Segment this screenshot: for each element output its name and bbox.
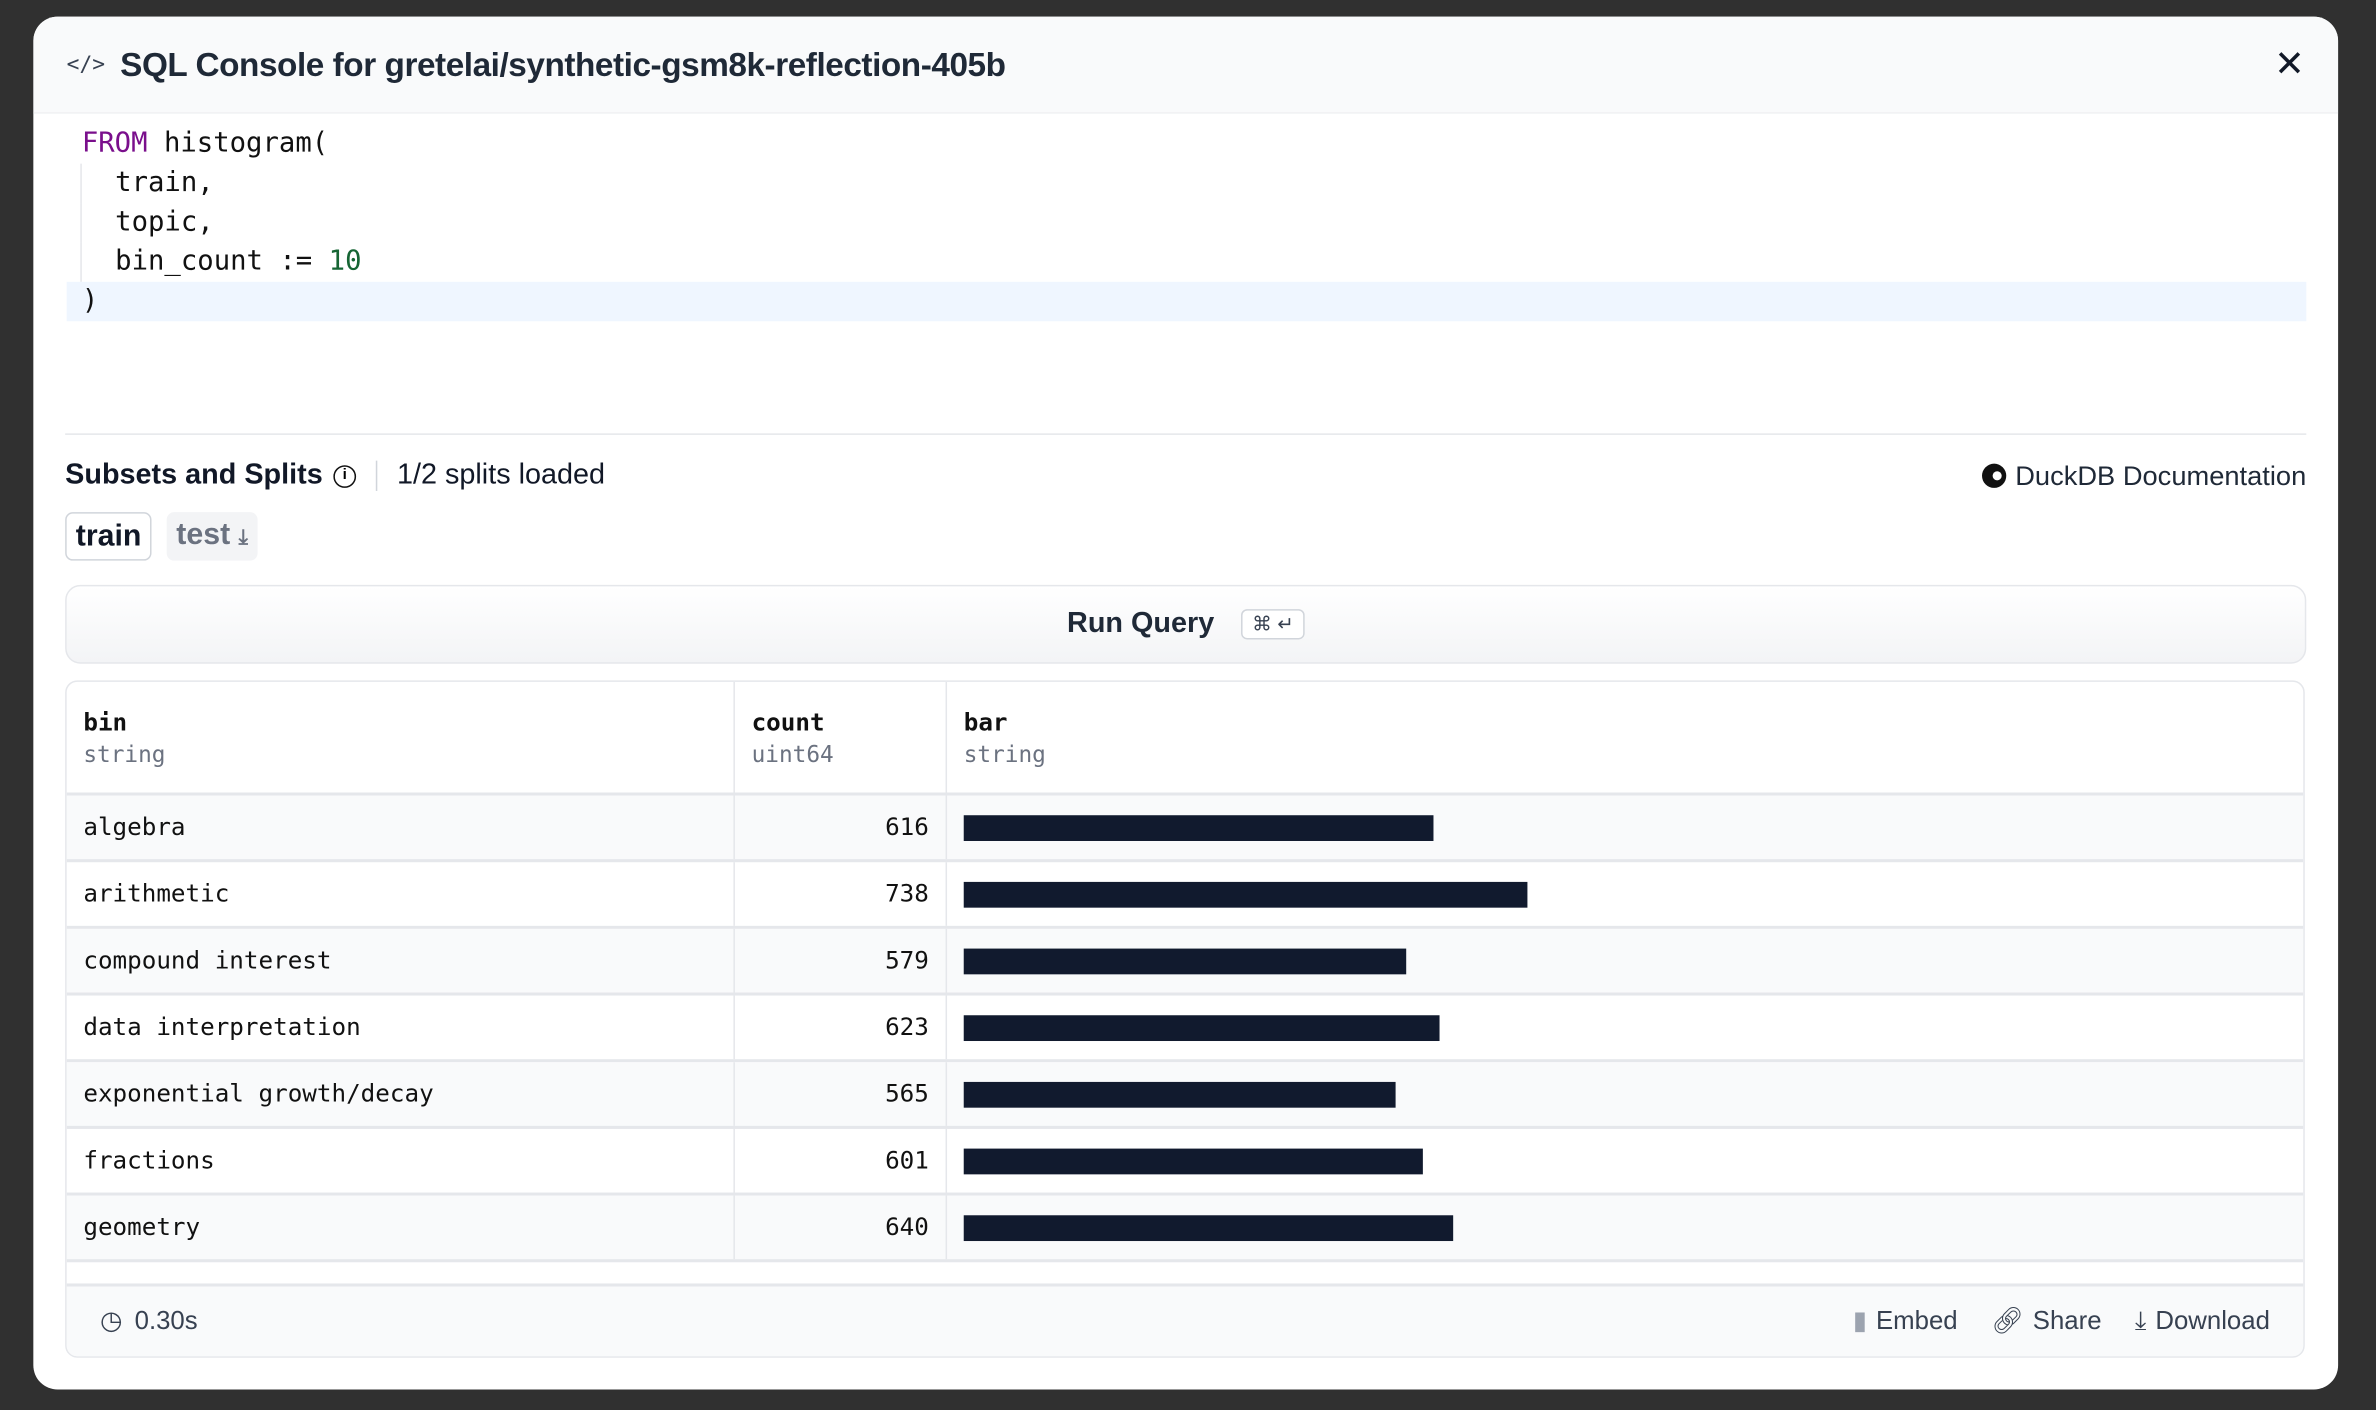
divider — [375, 460, 378, 491]
query-time: 0.30s — [134, 1306, 198, 1335]
embed-label: Embed — [1875, 1306, 1958, 1335]
code-text: bin_count := — [115, 245, 329, 278]
table-row[interactable]: fractions 601 — [66, 1128, 2304, 1196]
bar-mark — [963, 948, 1406, 975]
bar-mark — [963, 1148, 1423, 1175]
column-header-bar[interactable]: bar — [963, 707, 1008, 737]
code-number: 10 — [328, 245, 362, 278]
code-text: histogram( — [147, 127, 329, 160]
cell-count: 579 — [735, 928, 948, 993]
code-line: topic, — [80, 203, 2338, 243]
table-body[interactable]: bin string count uint64 bar string algebra 6… — [66, 681, 2304, 1284]
cell-bin: fractions — [67, 1128, 735, 1193]
share-button[interactable]: 🔗︎ Share — [1991, 1306, 2102, 1336]
table-row[interactable]: algebra 616 — [66, 795, 2304, 863]
bar-mark — [963, 881, 1528, 908]
cell-bar — [947, 1062, 2303, 1126]
split-tab-train[interactable]: train — [65, 512, 153, 561]
table-row[interactable]: data interpretation 623 — [66, 995, 2304, 1063]
cell-count: 640 — [735, 1195, 948, 1260]
keyword: FROM — [81, 127, 148, 160]
subsets-label: Subsets and Splits — [65, 459, 323, 491]
clock-icon: ◷ — [100, 1306, 123, 1335]
bar-mark — [963, 815, 1435, 841]
cell-bin: algebra — [67, 795, 735, 860]
split-tabs: train test ⤓ — [33, 512, 2338, 561]
run-query-button[interactable]: Run Query ⌘ ↵ — [65, 584, 2307, 664]
duckdb-icon — [1981, 463, 2007, 488]
code-line: FROM histogram( — [33, 124, 2338, 163]
cell-count: 738 — [735, 862, 948, 926]
cell-bar — [947, 929, 2303, 993]
split-tab-test[interactable]: test ⤓ — [167, 512, 258, 561]
cell-bar — [947, 1129, 2303, 1193]
cell-bin: arithmetic — [67, 862, 735, 926]
bar-mark — [963, 1081, 1396, 1108]
table-header: bin string count uint64 bar string — [66, 681, 2304, 796]
cell-bin: geometry — [67, 1195, 735, 1260]
download-icon: ⤓ — [2134, 1306, 2147, 1335]
download-button[interactable]: ⤓ Download — [2135, 1306, 2270, 1336]
run-query-label: Run Query — [1067, 607, 1215, 640]
embed-button[interactable]: ▮ Embed — [1853, 1306, 1958, 1336]
info-icon[interactable]: i — [333, 464, 357, 488]
shortcut-hint: ⌘ ↵ — [1241, 609, 1305, 640]
embed-icon: ▮ — [1852, 1306, 1867, 1335]
code-text: ) — [81, 284, 99, 317]
cell-bar — [947, 1196, 2303, 1260]
table-row[interactable]: geometry 640 — [66, 1195, 2304, 1263]
sql-console-modal: </> SQL Console for gretelai/synthetic-g… — [33, 16, 2339, 1390]
docs-label: DuckDB Documentation — [2015, 459, 2307, 491]
tab-label: test — [176, 518, 231, 552]
duckdb-docs-link[interactable]: DuckDB Documentation — [1981, 459, 2307, 492]
sql-editor[interactable]: FROM histogram( train, topic, bin_count … — [33, 114, 2338, 434]
share-label: Share — [2032, 1306, 2102, 1335]
download-icon: ⤓ — [238, 524, 249, 549]
subsets-bar: Subsets and Splits i 1/2 splits loaded D… — [33, 435, 2338, 517]
table-row[interactable]: exponential growth/decay 565 — [66, 1062, 2304, 1129]
close-icon[interactable]: ✕ — [2274, 43, 2305, 85]
cell-bar — [947, 862, 2303, 926]
column-type: string — [963, 740, 1046, 769]
table-row[interactable]: arithmetic 738 — [66, 862, 2304, 929]
code-icon: </> — [66, 52, 106, 77]
code-text: topic, — [115, 206, 214, 238]
cell-bin: data interpretation — [67, 995, 735, 1060]
code-line: train, — [80, 163, 2338, 204]
cell-count: 601 — [735, 1128, 948, 1193]
code-line: bin_count := 10 — [80, 242, 2338, 282]
divider — [65, 433, 2307, 435]
results-footer: ◷ 0.30s ▮ Embed 🔗︎ Share ⤓ Download — [66, 1283, 2304, 1357]
column-header-count[interactable]: count — [751, 707, 825, 737]
column-type: uint64 — [751, 740, 834, 769]
results-table: bin string count uint64 bar string algebra 6… — [65, 680, 2305, 1358]
code-text: train, — [115, 166, 214, 199]
table-row[interactable]: compound interest 579 — [66, 928, 2304, 996]
link-icon: 🔗︎ — [1990, 1306, 2024, 1335]
bar-mark — [963, 1215, 1453, 1242]
modal-header: </> SQL Console for gretelai/synthetic-g… — [33, 16, 2339, 114]
cell-count: 616 — [735, 795, 948, 860]
cell-bin: compound interest — [67, 928, 735, 993]
cell-count: 623 — [735, 995, 948, 1060]
download-label: Download — [2155, 1306, 2270, 1335]
code-line-active: ) — [66, 281, 2307, 322]
column-type: string — [83, 740, 166, 769]
modal-title: SQL Console for gretelai/synthetic-gsm8k… — [120, 44, 1006, 83]
cell-bar — [947, 996, 2303, 1060]
bar-mark — [963, 1015, 1440, 1042]
cell-count: 565 — [735, 1062, 948, 1126]
splits-loaded: 1/2 splits loaded — [396, 459, 606, 491]
column-header-bin[interactable]: bin — [83, 707, 128, 737]
cell-bar — [947, 796, 2303, 860]
cell-bin: exponential growth/decay — [67, 1062, 735, 1126]
